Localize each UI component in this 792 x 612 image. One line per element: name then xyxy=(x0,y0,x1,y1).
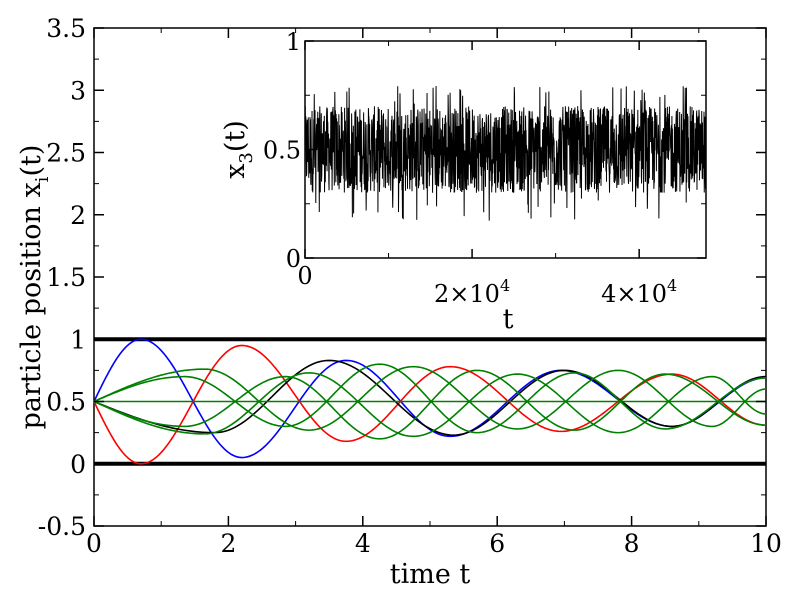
y-tick-label: 2 xyxy=(70,201,86,230)
inset-y-tick-label: 0 xyxy=(286,245,301,273)
y-tick-label: 2.5 xyxy=(46,139,86,168)
y-tick-label: 3 xyxy=(70,76,86,105)
inset-y-tick-label: 1 xyxy=(286,28,301,56)
x-tick-label: 10 xyxy=(750,529,782,558)
y-tick-label: 3.5 xyxy=(46,14,86,43)
y-tick-label: 0 xyxy=(70,450,86,479)
inset-series-line xyxy=(304,86,707,221)
y-tick-label: -0.5 xyxy=(38,512,86,541)
y-axis-label: particle position xi(t) xyxy=(16,145,53,430)
series-line-3 xyxy=(93,365,767,431)
y-tick-label: 1 xyxy=(70,325,86,354)
inset-x-tick-label: 4×104 xyxy=(601,276,677,308)
inset-x-axis-label: t xyxy=(503,304,514,335)
series-line-6 xyxy=(93,363,767,434)
inset-y-tick-label: 0.5 xyxy=(263,137,301,165)
y-tick-label: 0.5 xyxy=(46,388,86,417)
inset-y-axis-label: x3(t) xyxy=(220,120,257,179)
x-tick-label: 2 xyxy=(220,529,236,558)
x-axis-label: time t xyxy=(390,559,471,590)
inset-x-tick-label: 2×104 xyxy=(434,276,510,308)
x-tick-label: 0 xyxy=(86,529,102,558)
y-tick-label: 1.5 xyxy=(46,263,86,292)
x-tick-label: 4 xyxy=(355,529,371,558)
inset-x-tick-label: 0 xyxy=(297,262,312,290)
series-line-4 xyxy=(93,372,767,438)
series-line-5 xyxy=(93,369,767,440)
x-tick-label: 6 xyxy=(489,529,505,558)
inset-plot: 0 2×104 4×104 0 0.5 1 t x3(t) xyxy=(220,28,707,335)
x-tick-label: 8 xyxy=(624,529,640,558)
